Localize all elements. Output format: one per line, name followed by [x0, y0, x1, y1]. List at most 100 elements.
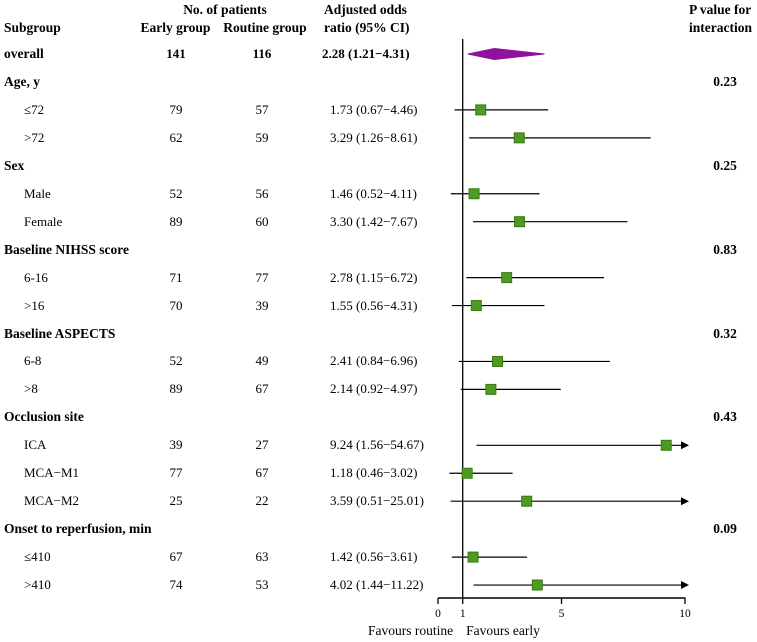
early-group-count: 71 [169, 269, 183, 285]
early-group-header: Early group [140, 20, 211, 35]
or-square-marker [513, 132, 525, 144]
or-ci-text: 1.73 (0.67−4.46) [330, 101, 418, 117]
subgroup-label: MCA−M2 [24, 493, 80, 509]
table-row: >8 89 67 2.14 (0.92−4.97) [0, 379, 757, 399]
table-row: ICA 39 27 9.24 (1.56−54.67) [0, 435, 757, 455]
routine-group-count: 22 [255, 493, 269, 509]
or-ci-text: 2.41 (0.84−6.96) [330, 353, 418, 369]
subgroup-label: >16 [24, 297, 45, 313]
early-group-count: 67 [169, 549, 183, 565]
early-group-count: 141 [166, 46, 186, 61]
or-square-marker [531, 579, 543, 591]
table-row: 6-16 71 77 2.78 (1.15−6.72) [0, 268, 757, 288]
routine-group-count: 39 [255, 297, 269, 313]
or-ci-text: 4.02 (1.44−11.22) [330, 577, 424, 593]
routine-group-count: 67 [255, 465, 269, 481]
subgroup-label: ≤410 [24, 549, 51, 565]
or-ci-text: 1.18 (0.46−3.02) [330, 465, 418, 481]
or-square-marker [521, 495, 533, 507]
or-ci-text: 3.30 (1.42−7.67) [330, 213, 418, 229]
routine-group-count: 56 [255, 185, 269, 201]
routine-group-count: 53 [255, 577, 269, 593]
p-interaction-value: 0.23 [713, 73, 737, 89]
x-axis-tick-label: 0 [435, 608, 441, 620]
table-row: Occlusion site 0.43 [0, 407, 757, 427]
routine-group-header: Routine group [223, 20, 307, 35]
table-row: >410 74 53 4.02 (1.44−11.22) [0, 575, 757, 595]
p-interaction-value: 0.43 [713, 409, 737, 425]
adjusted-or-header-line1: Adjusted odds [324, 2, 407, 17]
routine-group-count: 116 [252, 46, 272, 61]
subgroup-label: Onset to reperfusion, min [4, 521, 152, 537]
or-ci-text: 1.46 (0.52−4.11) [330, 185, 418, 201]
no-of-patients-header: No. of patients [183, 2, 267, 17]
subgroup-header: Subgroup [4, 20, 61, 35]
or-square-marker [468, 188, 480, 200]
subgroup-label: Male [24, 185, 51, 201]
early-group-count: 79 [169, 101, 183, 117]
or-square-marker [501, 272, 513, 284]
subgroup-label: Occlusion site [4, 409, 84, 425]
early-group-count: 89 [169, 381, 183, 397]
or-square-marker [660, 439, 672, 451]
or-square-marker [514, 216, 526, 228]
routine-group-count: 63 [255, 549, 269, 565]
ci-arrowhead [681, 581, 689, 590]
or-ci-text: 3.59 (0.51−25.01) [330, 493, 424, 509]
x-axis-tick-label: 1 [460, 608, 466, 620]
early-group-count: 52 [169, 185, 183, 201]
table-row: MCA−M1 77 67 1.18 (0.46−3.02) [0, 463, 757, 483]
or-ci-text: 9.24 (1.56−54.67) [330, 437, 424, 453]
early-group-count: 62 [169, 129, 183, 145]
early-group-count: 70 [169, 297, 183, 313]
table-row: Onset to reperfusion, min 0.09 [0, 519, 757, 539]
early-group-count: 74 [169, 577, 183, 593]
table-row: >16 70 39 1.55 (0.56−4.31) [0, 296, 757, 316]
subgroup-label: >410 [24, 577, 51, 593]
subgroup-label: Baseline ASPECTS [4, 325, 116, 341]
or-ci-text: 2.28 (1.21−4.31) [322, 46, 410, 61]
p-interaction-value: 0.25 [713, 157, 737, 173]
table-row: Female 89 60 3.30 (1.42−7.67) [0, 212, 757, 232]
or-square-marker [492, 355, 504, 367]
p-interaction-value: 0.09 [713, 521, 737, 537]
or-square-marker [461, 467, 473, 479]
subgroup-label: Baseline NIHSS score [4, 241, 130, 257]
routine-group-count: 67 [255, 381, 269, 397]
x-axis-tick-label: 10 [679, 608, 691, 620]
table-row: Age, y 0.23 [0, 72, 757, 92]
subgroup-label: Age, y [4, 73, 40, 89]
subgroup-label: >72 [24, 129, 45, 145]
overall-diamond-marker [467, 47, 545, 61]
ci-arrowhead [681, 441, 689, 450]
subgroup-label: MCA−M1 [24, 465, 80, 481]
table-row: MCA−M2 25 22 3.59 (0.51−25.01) [0, 491, 757, 511]
early-group-count: 77 [169, 465, 183, 481]
or-square-marker [470, 300, 482, 312]
early-group-count: 25 [169, 493, 183, 509]
or-ci-text: 1.55 (0.56−4.31) [330, 297, 418, 313]
routine-group-count: 77 [255, 269, 269, 285]
or-square-marker [467, 551, 479, 563]
table-row: Male 52 56 1.46 (0.52−4.11) [0, 184, 757, 204]
favours-early-label: Favours early [466, 623, 540, 638]
routine-group-count: 27 [255, 437, 269, 453]
subgroup-label: ≤72 [24, 101, 45, 117]
table-row: 6-8 52 49 2.41 (0.84−6.96) [0, 351, 757, 371]
subgroup-label: Sex [4, 157, 25, 173]
table-row: ≤72 79 57 1.73 (0.67−4.46) [0, 100, 757, 120]
p-interaction-value: 0.83 [713, 241, 737, 257]
early-group-count: 52 [169, 353, 183, 369]
subgroup-label: 6-16 [24, 269, 48, 285]
p-interaction-value: 0.32 [713, 325, 737, 341]
ci-arrowhead [681, 497, 689, 506]
or-ci-text: 1.42 (0.56−3.61) [330, 549, 418, 565]
table-row: >72 62 59 3.29 (1.26−8.61) [0, 128, 757, 148]
early-group-count: 39 [169, 437, 183, 453]
table-row: overall 141 116 2.28 (1.21−4.31) [0, 44, 757, 64]
subgroup-label: overall [4, 46, 44, 61]
or-ci-text: 3.29 (1.26−8.61) [330, 129, 418, 145]
or-ci-text: 2.78 (1.15−6.72) [330, 269, 418, 285]
